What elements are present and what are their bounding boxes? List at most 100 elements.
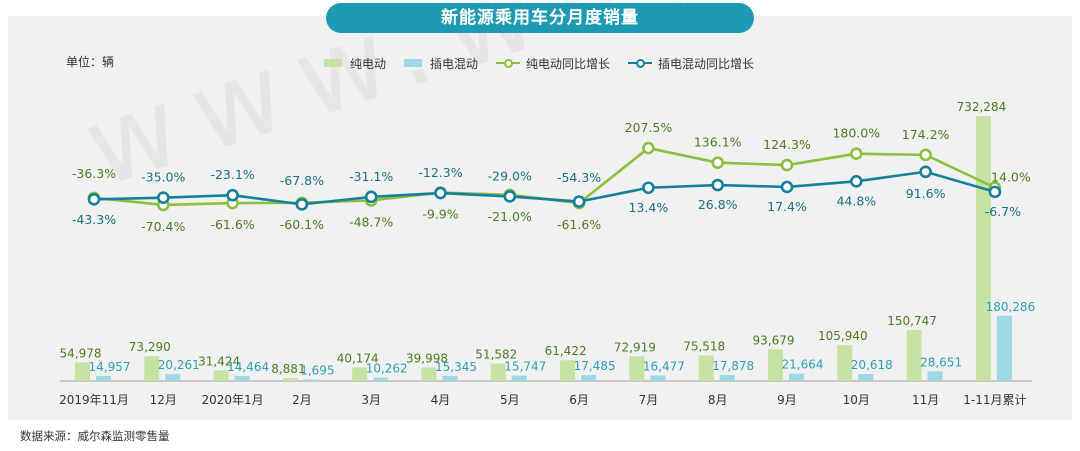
bev-bar-label: 31,424 [198, 354, 240, 368]
phev-growth-line [93, 170, 996, 206]
phev-growth-label: 13.4% [629, 200, 669, 215]
legend-label-bev-growth: 纯电动同比增长 [526, 56, 611, 71]
bev-growth-label: 14.0% [991, 170, 1031, 185]
bev-bar-label: 73,290 [129, 340, 171, 354]
bev-bar [975, 116, 991, 381]
bev-growth-point [642, 141, 655, 155]
phev-growth-label: 44.8% [836, 193, 876, 208]
bev-growth-label: -48.7% [349, 214, 393, 229]
phev-growth-point [364, 190, 378, 204]
bev-bar [560, 360, 576, 381]
x-tick-label: 7月 [639, 393, 659, 407]
x-tick-label: 8月 [708, 393, 728, 407]
phev-growth-point [849, 175, 863, 188]
x-tick-label: 6月 [569, 393, 589, 407]
bev-bar [282, 377, 298, 381]
bev-growth-point [711, 156, 725, 169]
x-tick-label: 10月 [843, 393, 870, 407]
phev-growth-label: -43.3% [72, 212, 116, 227]
legend-line-phev-growth [628, 59, 653, 68]
bev-bar-label: 8,881 [271, 362, 305, 376]
chart-title: 新能源乘用车分月度销量 [326, 3, 754, 33]
bev-growth-label: -60.1% [280, 217, 324, 232]
legend-swatch-phev [404, 59, 423, 67]
phev-bar [165, 374, 181, 381]
bev-growth-label: 180.0% [832, 126, 880, 141]
bev-growth-label: -36.3% [72, 166, 116, 181]
phev-growth-point [919, 165, 932, 179]
source-note: 数据来源：威尔森监测零售量 [20, 429, 170, 443]
phev-growth-label: 17.4% [767, 199, 807, 214]
bev-growth-label: -21.0% [488, 209, 532, 224]
bev-bar [698, 355, 714, 381]
legend-swatch-bev [324, 59, 342, 67]
phev-bar-label: 17,485 [574, 359, 616, 373]
bev-growth-label: -61.6% [210, 217, 254, 232]
x-tick-label: 9月 [777, 393, 797, 407]
phev-growth-point [157, 191, 170, 204]
bev-growth-label: 207.5% [625, 120, 673, 135]
bev-bar-label: 72,919 [614, 340, 656, 354]
phev-bar [442, 375, 458, 381]
unit-label: 单位：辆 [66, 55, 115, 69]
legend-item-bev-growth: 纯电动同比增长 [496, 55, 610, 72]
bev-growth-point [849, 147, 863, 160]
phev-growth-point [87, 193, 101, 206]
bev-bar [490, 363, 506, 381]
bev-bar-label: 93,679 [753, 333, 795, 347]
phev-bar [234, 376, 250, 381]
phev-growth-point [295, 198, 309, 211]
phev-bar [858, 374, 874, 381]
bev-bar [75, 362, 90, 381]
phev-growth-point [503, 190, 517, 203]
phev-bar-label: 14,464 [227, 360, 269, 374]
bev-bar [213, 370, 229, 381]
bev-bar-label: 39,998 [406, 351, 448, 365]
chart-panel [8, 16, 1072, 420]
bev-bar-label: 105,940 [818, 329, 868, 343]
legend-item-phev: 插电混动 [404, 55, 478, 72]
phev-bar-label: 21,664 [782, 358, 824, 372]
bev-bar-label: 75,518 [683, 339, 725, 353]
phev-bar [303, 379, 319, 381]
legend-label-phev: 插电混动 [430, 56, 479, 71]
bev-bar-label: 732,284 [957, 100, 1007, 114]
bev-bar [144, 356, 160, 381]
x-tick-label: 3月 [361, 393, 381, 407]
bev-bar [352, 367, 368, 381]
legend-item-bev: 纯电动 [324, 55, 386, 72]
phev-bar-label: 20,618 [851, 358, 893, 372]
legend-label-bev: 纯电动 [350, 56, 387, 71]
phev-bar [789, 373, 804, 381]
phev-bar [650, 375, 666, 381]
phev-bar-label: 180,286 [986, 300, 1036, 314]
phev-growth-label: 26.8% [698, 197, 738, 212]
bev-bar-label: 40,174 [337, 351, 379, 365]
phev-growth-point [226, 188, 239, 202]
phev-growth-point [434, 186, 447, 200]
phev-bar-label: 15,345 [435, 360, 477, 374]
legend-item-phev-growth: 插电混动同比增长 [628, 55, 754, 72]
phev-bar [719, 374, 735, 381]
x-tick-label: 5月 [500, 393, 520, 407]
phev-bar [581, 375, 597, 381]
bev-growth-label: 136.1% [694, 135, 742, 150]
phev-growth-label: -31.1% [349, 169, 393, 184]
bev-growth-label: -70.4% [141, 219, 185, 234]
x-tick-label: 1-11月累计 [963, 393, 1026, 407]
bev-bar-label: 54,978 [60, 346, 102, 360]
phev-bar [996, 315, 1012, 381]
legend-line-bev-growth [496, 59, 521, 68]
bev-bar-label: 150,747 [887, 314, 937, 328]
phev-growth-point [711, 178, 725, 192]
phev-bar [511, 375, 527, 381]
phev-growth-label: -67.8% [280, 173, 324, 188]
phev-bar-label: 10,262 [366, 362, 408, 376]
phev-growth-point [642, 181, 655, 195]
x-tick-label: 12月 [150, 393, 177, 407]
x-tick-label: 2020年1月 [202, 393, 264, 407]
phev-growth-label: -23.1% [210, 167, 254, 182]
phev-bar [927, 371, 943, 381]
bev-bar-label: 61,422 [545, 344, 587, 358]
bev-bar [629, 356, 645, 381]
